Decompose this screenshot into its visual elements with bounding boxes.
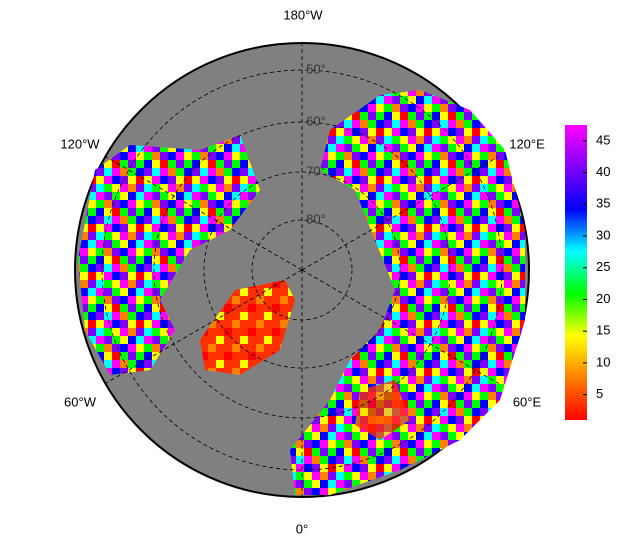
meridian xyxy=(301,269,499,384)
colorbar xyxy=(565,125,587,420)
latitude-label: 50° xyxy=(306,61,326,76)
colorbar-tick-label: 15 xyxy=(596,323,610,338)
colorbar-tick-label: 10 xyxy=(596,354,610,369)
longitude-label: 0° xyxy=(296,521,308,536)
meridian xyxy=(105,269,303,384)
longitude-label: 60°W xyxy=(64,394,97,409)
meridian xyxy=(105,156,303,271)
latitude-label: 70° xyxy=(306,163,326,178)
colorbar-tick-label: 25 xyxy=(596,259,610,274)
colorbar-tick-label: 45 xyxy=(596,132,610,147)
longitude-label: 60°E xyxy=(513,394,542,409)
latitude-circle xyxy=(203,171,401,369)
longitude-label: 120°W xyxy=(60,136,100,151)
longitude-label: 180°W xyxy=(283,7,323,22)
graticule xyxy=(101,43,503,497)
colorbar-tick-label: 30 xyxy=(596,227,610,242)
meridian xyxy=(301,156,499,271)
colorbar-tick-label: 20 xyxy=(596,291,610,306)
longitude-label: 120°E xyxy=(509,136,545,151)
colorbar-tick-label: 5 xyxy=(596,386,603,401)
latitude-circle xyxy=(101,69,503,471)
scandinavia xyxy=(355,380,410,440)
latitude-label: 80° xyxy=(306,211,326,226)
colorbar-tick-label: 35 xyxy=(596,196,610,211)
greenland xyxy=(200,280,295,375)
latitude-label: 60° xyxy=(306,113,326,128)
colorbar-tick-label: 40 xyxy=(596,164,610,179)
north-america xyxy=(78,135,260,375)
eurasia xyxy=(290,90,525,495)
